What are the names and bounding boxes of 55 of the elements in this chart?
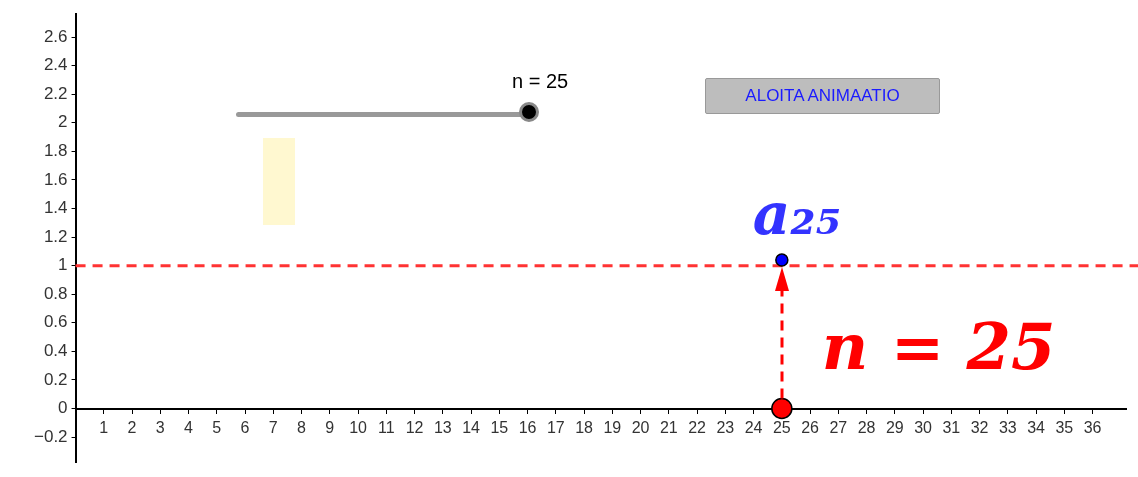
x-tick-label: 23 [716,418,735,436]
x-tick-label: 25 [772,418,791,436]
x-tick-label: 24 [744,418,763,436]
x-tick-label: 21 [659,418,678,436]
x-tick-label: 35 [1055,418,1074,436]
x-tick-label: 11 [378,418,395,436]
y-tick-label: 1.2 [43,226,68,246]
y-tick-label: 2 [58,112,68,132]
x-tick-label: 19 [603,418,622,436]
y-tick-label: 1.8 [43,141,68,161]
x-tick-label: 2 [127,418,137,436]
x-tick-label: 15 [490,418,509,436]
annotation: a₂₅ [752,179,842,248]
x-tick-label: 36 [1083,418,1102,436]
x-tick-label: 32 [970,418,989,436]
x-tick-label: 9 [325,418,335,436]
x-tick-label: 28 [857,418,876,436]
x-tick-label: 20 [631,418,650,436]
x-tick-label: 33 [998,418,1017,436]
x-tick-label: 29 [885,418,904,436]
x-tick-label: 7 [268,418,278,436]
y-tick-label: 1.4 [43,198,68,218]
x-tick-label: 4 [184,418,194,436]
y-tick-label: 0 [58,398,68,418]
y-tick-label: 2.4 [43,55,68,75]
x-tick-label: 5 [212,418,222,436]
x-tick-label: 10 [349,418,368,436]
x-tick-label: 6 [240,418,250,436]
x-tick-label: 8 [297,418,307,436]
x-tick-label: 31 [942,418,961,436]
y-tick-label: 2.2 [43,83,68,103]
x-tick-label: 34 [1027,418,1046,436]
x-tick-label: 27 [829,418,848,436]
y-tick-label: 1 [58,255,68,275]
x-tick-label: 12 [405,418,424,436]
y-tick-label: 2.6 [43,26,68,46]
x-tick-label: 18 [575,418,594,436]
x-tick-label: 3 [155,418,165,436]
annotation: n = 25 [512,70,569,93]
x-tick-label: 30 [914,418,933,436]
x-tick-label: 26 [801,418,820,436]
x-tick-label: 1 [99,418,109,436]
x-tick-label: 22 [688,418,707,436]
y-tick-label: 1.6 [43,169,68,189]
y-tick-label: 0.6 [43,312,68,332]
y-tick-label: 0.4 [43,341,68,361]
y-tick-label: 0.8 [43,283,68,303]
y-tick-label: −0.2 [34,426,68,446]
x-tick-label: 17 [546,418,565,436]
x-tick-label: 16 [518,418,537,436]
x-tick-label: 14 [462,418,481,436]
button: ALOITA ANIMAATIO [705,78,940,114]
y-tick-label: 0.2 [43,369,68,389]
x-tick-label: 13 [433,418,452,436]
annotation: n = 25 [821,309,1056,385]
